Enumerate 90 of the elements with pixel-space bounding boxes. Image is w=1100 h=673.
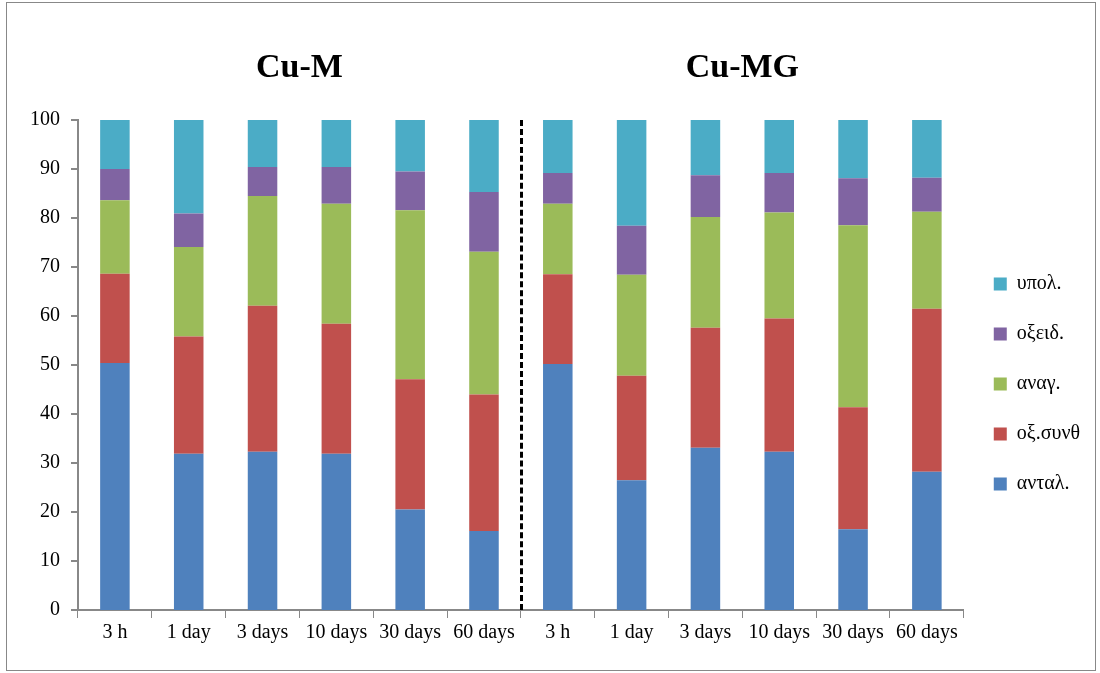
bar bbox=[395, 171, 425, 211]
bar bbox=[838, 407, 868, 530]
bar bbox=[690, 120, 721, 176]
x-tick-label: 1 day bbox=[166, 620, 211, 644]
bar bbox=[173, 120, 204, 214]
bar bbox=[173, 336, 204, 454]
bar bbox=[395, 120, 425, 172]
x-tick-label: 60 days bbox=[453, 620, 516, 644]
y-tick-label: 40 bbox=[40, 401, 60, 424]
text: Cu-M bbox=[256, 46, 343, 84]
bar bbox=[321, 203, 352, 324]
y-tick-label: 30 bbox=[40, 450, 60, 473]
bar bbox=[247, 120, 278, 168]
bar bbox=[173, 246, 204, 337]
bar bbox=[100, 273, 130, 364]
x-tick-label: 1 day bbox=[609, 620, 654, 644]
y-tick-label: 70 bbox=[40, 254, 60, 277]
bar bbox=[469, 120, 499, 193]
bar bbox=[543, 120, 573, 173]
bar bbox=[395, 509, 425, 610]
bar bbox=[395, 210, 425, 380]
bar bbox=[469, 251, 499, 395]
bar bbox=[912, 177, 942, 212]
bar bbox=[469, 394, 499, 532]
bar bbox=[764, 172, 794, 213]
bar bbox=[912, 471, 942, 610]
x-tick-label: 3 h bbox=[102, 620, 128, 643]
x-tick-label: 10 days bbox=[748, 620, 811, 644]
y-tick-label: 0 bbox=[50, 597, 60, 620]
legend-label: οξ.συνθ bbox=[1016, 421, 1081, 444]
y-tick-label: 10 bbox=[40, 548, 60, 571]
x-tick-label: 60 days bbox=[896, 620, 958, 644]
bar bbox=[247, 305, 278, 452]
y-tick-label: 100 bbox=[30, 107, 60, 130]
bar bbox=[543, 364, 573, 610]
x-tick-label: 3 h bbox=[545, 620, 571, 643]
bar bbox=[764, 318, 794, 452]
bar bbox=[690, 447, 721, 610]
text: Cu-MG bbox=[685, 46, 799, 84]
bar bbox=[247, 451, 278, 610]
bar bbox=[838, 120, 868, 179]
y-tick-label: 20 bbox=[40, 499, 60, 522]
bar bbox=[838, 529, 868, 610]
x-tick-label: 30 days bbox=[379, 620, 442, 644]
bar bbox=[100, 363, 130, 610]
bar bbox=[321, 323, 352, 454]
y-tick-label: 50 bbox=[40, 352, 60, 375]
bar bbox=[247, 195, 278, 306]
bar bbox=[100, 200, 130, 274]
bar bbox=[321, 167, 352, 204]
bar bbox=[173, 213, 204, 247]
bar bbox=[100, 169, 130, 201]
y-tick-label: 90 bbox=[40, 156, 60, 179]
legend-label: οξειδ. bbox=[1016, 321, 1064, 344]
legend-label: υπολ. bbox=[1016, 271, 1062, 294]
bar bbox=[321, 120, 352, 168]
bar bbox=[543, 274, 573, 365]
bar bbox=[543, 172, 573, 204]
bar bbox=[100, 120, 130, 169]
x-tick-label: 3 days bbox=[679, 620, 732, 644]
legend-label: ανταλ. bbox=[1016, 471, 1070, 494]
bar bbox=[173, 453, 204, 610]
bar bbox=[838, 178, 868, 226]
bar bbox=[912, 120, 942, 178]
bar bbox=[395, 379, 425, 510]
x-tick-label: 30 days bbox=[822, 620, 885, 644]
legend-label: αναγ. bbox=[1016, 371, 1061, 395]
bar bbox=[838, 225, 868, 408]
bar bbox=[469, 531, 499, 610]
bar bbox=[912, 211, 942, 309]
y-tick-label: 80 bbox=[40, 205, 60, 228]
bar bbox=[616, 225, 647, 275]
x-tick-label: 10 days bbox=[305, 620, 368, 644]
bar bbox=[616, 120, 647, 226]
bar bbox=[616, 274, 647, 376]
bar bbox=[543, 203, 573, 275]
bar bbox=[247, 167, 278, 196]
bar bbox=[764, 451, 794, 610]
bar bbox=[764, 120, 794, 173]
bar bbox=[690, 327, 721, 448]
bar bbox=[469, 192, 499, 252]
bar bbox=[616, 375, 647, 481]
bar bbox=[690, 217, 721, 328]
bar bbox=[912, 308, 942, 472]
bar bbox=[321, 453, 352, 610]
bar bbox=[616, 480, 647, 610]
y-tick-label: 60 bbox=[40, 303, 60, 326]
bar bbox=[764, 212, 794, 319]
bar bbox=[690, 175, 721, 218]
x-tick-label: 3 days bbox=[236, 620, 289, 644]
